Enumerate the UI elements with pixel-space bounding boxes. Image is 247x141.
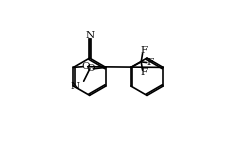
Text: F: F bbox=[140, 46, 147, 55]
Text: F: F bbox=[147, 58, 154, 67]
Text: O: O bbox=[86, 64, 95, 73]
Text: N: N bbox=[85, 31, 94, 40]
Text: F: F bbox=[140, 68, 147, 77]
Text: N: N bbox=[71, 82, 80, 91]
Text: O: O bbox=[81, 62, 89, 71]
